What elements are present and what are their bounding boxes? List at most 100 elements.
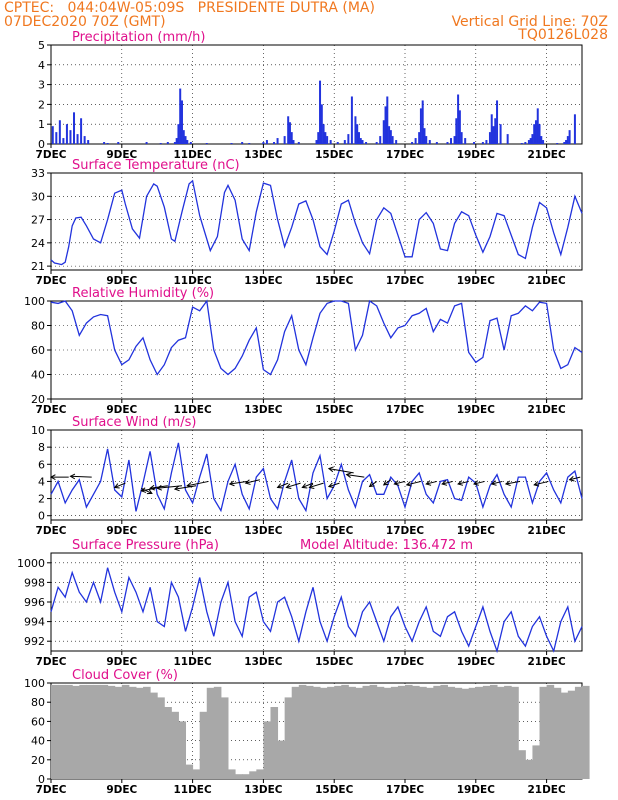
precip-bar — [536, 108, 539, 144]
wind-arrow — [569, 476, 581, 481]
wind-frame — [50, 429, 583, 521]
precip-bar — [62, 138, 65, 144]
cloud-bar — [305, 685, 314, 779]
cloud-bar — [72, 685, 80, 779]
cloud-bar — [532, 745, 541, 779]
precip-bar — [565, 140, 568, 144]
precip-bar — [386, 96, 389, 144]
temp-xtick-label: 19DEC — [457, 275, 496, 287]
precip-bar — [292, 140, 295, 144]
wind-arrow-head — [69, 473, 76, 480]
precip-bar — [205, 143, 208, 144]
cloud-bar — [79, 684, 87, 779]
precip-bar — [357, 132, 360, 144]
cloud-bar — [327, 686, 335, 779]
panel-pres: 992 994 996 998 1000 7DEC 9DEC 11DEC 13DEC 15DEC 1… — [17, 538, 583, 668]
precip-bar — [425, 136, 428, 144]
pres-title: Surface Pressure (hPa) — [72, 538, 219, 553]
pres-ytick-label: 994 — [24, 616, 45, 629]
precip-bar — [531, 134, 534, 144]
precip-bar — [485, 140, 488, 144]
cloud-bar — [128, 686, 137, 779]
cloud-bar — [433, 685, 441, 779]
cloud-bar — [369, 684, 378, 779]
precip-xtick-label: 17DEC — [386, 149, 425, 161]
precip-bar — [173, 142, 176, 144]
wind-arrow — [187, 480, 209, 487]
cloud-bar — [143, 686, 151, 779]
precip-bar — [73, 112, 76, 144]
wind-arrow-head — [301, 483, 308, 489]
rh-xtick-label: 17DEC — [386, 404, 425, 416]
cloud-bar — [164, 707, 172, 779]
precip-bar — [365, 142, 368, 144]
precip-bar — [375, 142, 378, 144]
precip-bar — [177, 124, 180, 144]
cloud-bar — [504, 685, 512, 779]
cloud-bar — [390, 686, 399, 779]
precip-bar — [175, 138, 178, 144]
cloud-bar — [362, 685, 371, 779]
wind-arrow-head — [393, 480, 400, 486]
wind-arrow-head — [49, 474, 56, 480]
precip-bar — [450, 138, 453, 144]
precip-bar — [179, 88, 182, 144]
cloud-bar — [461, 688, 470, 779]
precip-xtick-label: 9DEC — [106, 149, 137, 161]
cloud-bar — [440, 684, 448, 779]
precip-bar — [359, 138, 362, 144]
wind-arrow-head — [457, 480, 464, 486]
precip-bar — [464, 138, 467, 144]
precip-bar — [297, 142, 300, 144]
pres-ytick-label: 996 — [24, 596, 45, 609]
temp-frame — [50, 172, 583, 271]
temp-ytick-label: 21 — [31, 260, 45, 273]
wind-ytick-label: 6 — [38, 458, 45, 471]
cloud-bar — [185, 764, 194, 779]
wind-arrow-head — [308, 483, 315, 489]
temp-ytick-label: 33 — [31, 167, 45, 180]
cloud-bar — [171, 711, 179, 779]
cloud-bar — [348, 686, 356, 779]
cloud-bar — [397, 685, 406, 779]
precip-bar — [379, 136, 382, 144]
wind-arrow-head — [368, 481, 375, 488]
wind-arrow-head — [568, 475, 575, 482]
pres-ytick-label: 998 — [24, 576, 45, 589]
precip-bar — [573, 114, 576, 144]
cloud-ytick-label: 100 — [24, 677, 45, 690]
precip-bar — [184, 136, 187, 144]
wind-arrow-head — [345, 472, 352, 478]
wind-ytick-label: 10 — [31, 424, 45, 437]
precip-bar — [356, 124, 359, 144]
precip-bar — [492, 126, 495, 144]
cloud-xtick-label: 9DEC — [106, 784, 137, 796]
cloud-bar — [107, 685, 116, 779]
cloud-bar — [475, 686, 484, 779]
pres-xtick-label: 17DEC — [386, 656, 425, 668]
pres-xtick-label: 13DEC — [244, 656, 283, 668]
cloud-bar — [412, 685, 420, 779]
precip-bar — [180, 100, 183, 144]
temp-series-line — [50, 179, 583, 266]
precip-bar — [182, 130, 185, 144]
precip-bar — [87, 140, 90, 144]
cloud-bar — [157, 697, 165, 779]
temp-ytick-label: 30 — [31, 190, 45, 203]
rh-series-line — [50, 299, 583, 376]
cloud-bar — [121, 684, 130, 779]
precip-bar — [428, 140, 431, 144]
cloud-bar — [291, 686, 300, 779]
precip-xtick-label: 11DEC — [173, 149, 212, 161]
precip-bar — [361, 140, 364, 144]
pres-xtick-label: 15DEC — [315, 656, 354, 668]
precip-bar — [230, 143, 233, 144]
wind-ytick-label: 0 — [38, 510, 45, 523]
temp-ytick-label: 24 — [31, 237, 45, 250]
pres-xtick-label: 19DEC — [457, 656, 496, 668]
cloud-bar — [58, 684, 66, 779]
cloud-bar — [213, 686, 222, 779]
rh-xtick-label: 11DEC — [173, 404, 212, 416]
pres-xtick-label: 9DEC — [106, 656, 137, 668]
wind-arrow-head — [490, 480, 497, 486]
